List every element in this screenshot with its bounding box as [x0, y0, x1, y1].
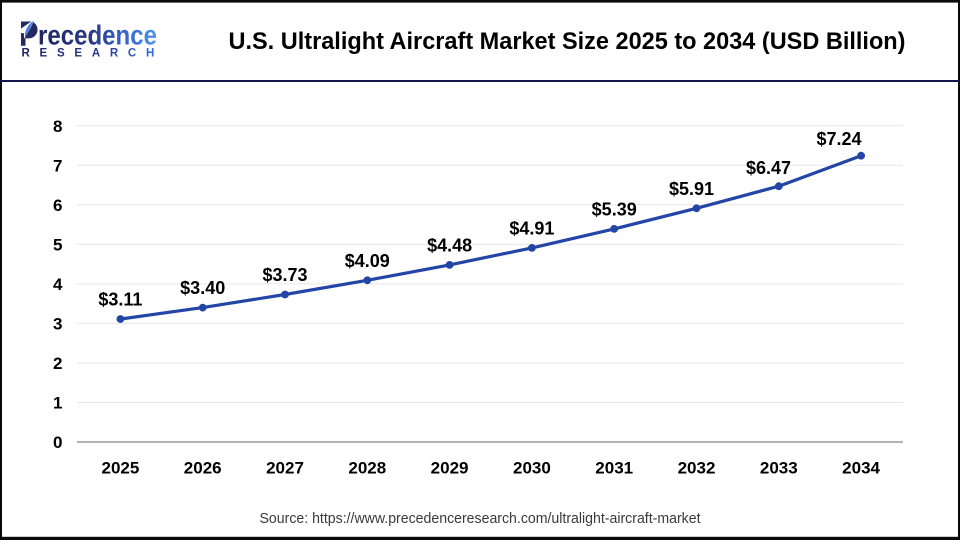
svg-text:2029: 2029 — [431, 459, 469, 478]
svg-text:6: 6 — [53, 196, 62, 215]
svg-text:8: 8 — [53, 117, 62, 136]
svg-text:$4.48: $4.48 — [427, 235, 472, 255]
svg-text:$3.40: $3.40 — [180, 278, 225, 298]
svg-text:2034: 2034 — [842, 459, 880, 478]
svg-text:2030: 2030 — [513, 459, 551, 478]
svg-text:$3.73: $3.73 — [262, 265, 307, 285]
svg-text:2032: 2032 — [678, 459, 716, 478]
svg-text:U.S. Ultralight Aircraft Marke: U.S. Ultralight Aircraft Market Size 202… — [229, 28, 906, 55]
svg-text:0: 0 — [53, 433, 62, 452]
svg-text:recedence: recedence — [38, 19, 157, 50]
svg-text:3: 3 — [53, 315, 62, 334]
svg-text:$6.47: $6.47 — [746, 158, 791, 178]
svg-text:2033: 2033 — [760, 459, 798, 478]
svg-text:2028: 2028 — [348, 459, 386, 478]
svg-text:$3.11: $3.11 — [98, 290, 142, 310]
svg-text:$7.24: $7.24 — [816, 129, 861, 149]
svg-text:7: 7 — [53, 156, 62, 175]
svg-text:2: 2 — [53, 354, 62, 373]
svg-text:$4.91: $4.91 — [509, 218, 554, 238]
svg-text:2027: 2027 — [266, 459, 304, 478]
svg-text:1: 1 — [53, 394, 62, 413]
svg-text:4: 4 — [53, 275, 63, 294]
svg-text:$5.91: $5.91 — [669, 179, 714, 199]
svg-text:RESEARCH: RESEARCH — [22, 47, 165, 59]
svg-text:5: 5 — [53, 235, 62, 254]
svg-text:$5.39: $5.39 — [592, 199, 637, 219]
svg-text:2026: 2026 — [184, 459, 222, 478]
svg-text:2025: 2025 — [101, 459, 139, 478]
svg-text:$4.09: $4.09 — [345, 251, 390, 271]
svg-text:2031: 2031 — [595, 459, 633, 478]
svg-text:Source: https://www.precedence: Source: https://www.precedenceresearch.c… — [260, 511, 701, 527]
